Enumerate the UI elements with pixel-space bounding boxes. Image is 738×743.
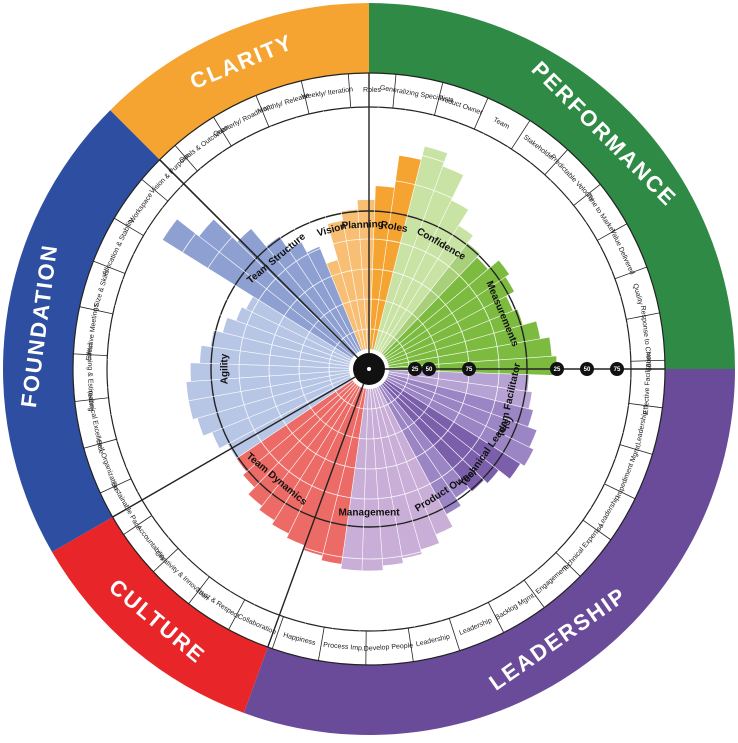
- inner-category-11: Agility: [220, 353, 231, 384]
- center-dot: [367, 367, 371, 371]
- scale-marker-label-1-2: 75: [614, 367, 621, 373]
- scale-marker-label-0-2: 75: [466, 367, 473, 373]
- scale-marker-label-1-0: 25: [554, 367, 561, 373]
- scale-marker-label-1-1: 50: [584, 367, 591, 373]
- inner-category-2: Planning: [341, 219, 384, 232]
- scale-marker-label-0-1: 50: [426, 367, 433, 373]
- scale-marker-label-0-0: 25: [412, 367, 419, 373]
- inner-category-9: Management: [338, 508, 400, 519]
